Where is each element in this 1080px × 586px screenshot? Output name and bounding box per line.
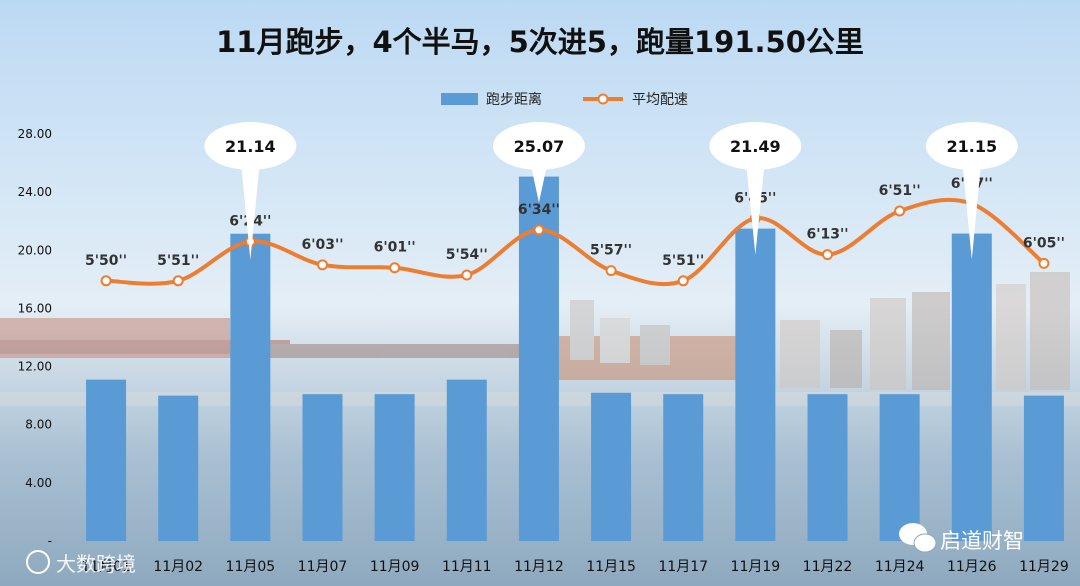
watermark-left-text: 大数跨境 (56, 552, 136, 576)
callout-group: 21.14 25.07 21.49 21.15 (204, 122, 1018, 260)
x-tick-label: 11月29 (1019, 559, 1069, 575)
watermark-left: 大数跨境 (26, 550, 136, 576)
pace-label: 5'50'' (85, 253, 127, 269)
pace-label: 6'01'' (374, 240, 416, 256)
watermark-right-text: 启道财智 (940, 529, 1024, 553)
pace-point (677, 275, 689, 287)
pace-point (1038, 257, 1050, 269)
bar (86, 379, 127, 541)
x-tick-label: 11月26 (947, 559, 997, 575)
pace-label: 6'05'' (1023, 235, 1065, 251)
callout-bubble (492, 122, 585, 170)
callout-pointer (745, 156, 766, 255)
callout-label: 21.15 (946, 137, 997, 156)
bar (302, 394, 343, 541)
pace-point (389, 262, 401, 274)
bar (663, 394, 704, 541)
callout-label: 21.14 (225, 137, 276, 156)
legend-swatch-bar (441, 93, 478, 105)
watermark-right: 启道财智 (899, 523, 1024, 553)
y-tick-label: 8.00 (25, 418, 52, 432)
bar (591, 392, 632, 541)
callout-bubble (204, 122, 297, 170)
x-tick-label: 11月05 (226, 559, 276, 575)
bar (446, 379, 487, 541)
bar (230, 233, 271, 541)
x-tick-label: 11月24 (875, 559, 925, 575)
chart-title: 11月跑步，4个半马，5次进5，跑量191.50公里 (216, 25, 864, 59)
distance-callout: 21.14 (204, 122, 297, 260)
callout-label: 21.49 (730, 137, 781, 156)
x-tick-label: 11月17 (658, 559, 708, 575)
bar (951, 233, 992, 541)
legend-label-pace: 平均配速 (632, 92, 688, 108)
pace-label: 6'13'' (806, 227, 848, 243)
pace-label: 6'34'' (518, 202, 560, 218)
x-tick-label: 11月19 (731, 559, 781, 575)
legend: 跑步距离 平均配速 (441, 91, 688, 108)
bar (879, 394, 920, 541)
pace-label: 5'54'' (446, 247, 488, 263)
pace-label: 5'51'' (157, 253, 199, 269)
pace-line (106, 197, 1046, 287)
legend-swatch-marker (597, 93, 609, 105)
callout-pointer (961, 156, 982, 260)
pace-point (100, 275, 112, 287)
x-tick-label: 11月15 (586, 559, 636, 575)
x-tick-label: 11月01 (81, 559, 131, 575)
callout-bubble (925, 122, 1018, 170)
x-tick-label: 11月11 (442, 559, 492, 575)
y-tick-label: 28.00 (18, 127, 52, 141)
pace-label: 5'51'' (662, 253, 704, 269)
x-tick-label: 11月22 (803, 559, 853, 575)
pace-point (822, 249, 833, 261)
x-tick-label: 11月12 (514, 559, 564, 575)
pace-point (172, 275, 184, 287)
x-tick-label: 11月02 (153, 559, 203, 575)
legend-label-distance: 跑步距离 (486, 91, 542, 108)
y-tick-label: 16.00 (18, 301, 52, 315)
bar (158, 395, 199, 541)
y-tick-label: 20.00 (18, 243, 52, 257)
y-axis: - 4.00 8.00 12.00 16.00 20.00 24.00 28.00 (18, 127, 52, 548)
pace-point (533, 224, 545, 236)
x-axis: 11月01 11月02 11月05 11月07 11月09 11月11 11月12 11月15… (81, 559, 1068, 575)
x-tick-label: 11月07 (298, 559, 348, 575)
pace-label: 6'51'' (879, 183, 921, 199)
pace-label: 6'03'' (301, 237, 343, 253)
y-tick-label: 24.00 (18, 185, 52, 199)
distance-callout: 21.15 (925, 122, 1018, 260)
bar (1023, 395, 1064, 541)
pace-point (894, 205, 906, 217)
bar (735, 228, 776, 541)
distance-callout: 21.49 (709, 122, 802, 255)
y-tick-label: 12.00 (18, 360, 52, 374)
bar (807, 394, 848, 541)
bar-series (86, 176, 1064, 541)
pace-label: 5'57'' (590, 243, 632, 259)
y-tick-label: 4.00 (25, 476, 52, 490)
bar (518, 176, 559, 541)
callout-label: 25.07 (514, 137, 565, 156)
callout-bubble (709, 122, 802, 170)
distance-callout: 25.07 (492, 122, 585, 203)
callout-pointer (240, 156, 261, 260)
pace-point (605, 265, 617, 277)
bar (374, 394, 415, 541)
y-tick-label: - (48, 534, 52, 548)
pace-point (461, 269, 473, 281)
pace-point (317, 259, 328, 271)
watermark-left-icon (26, 550, 50, 574)
x-tick-label: 11月09 (370, 559, 420, 575)
